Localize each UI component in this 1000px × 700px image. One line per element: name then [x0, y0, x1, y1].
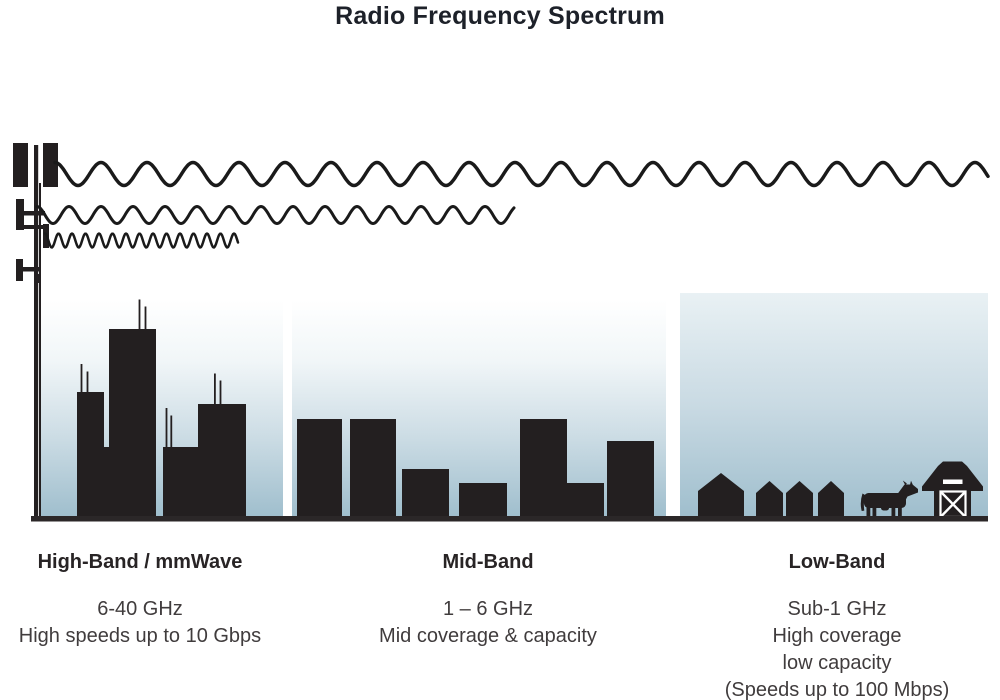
band-detail: Mid coverage & capacity	[379, 625, 597, 647]
rooftop-antenna	[214, 373, 216, 404]
building	[520, 419, 567, 517]
rooftop-antenna	[170, 415, 173, 447]
radio-waves	[35, 160, 990, 249]
high-band-skyline	[77, 299, 246, 517]
tower-crossbar	[16, 267, 40, 272]
tower-crossbar	[23, 225, 45, 229]
mid-band-label: Mid-Band 1 – 6 GHz Mid coverage & capaci…	[363, 550, 613, 650]
building	[297, 419, 342, 517]
band-name: High-Band / mmWave	[37, 551, 243, 573]
building	[109, 329, 156, 517]
building	[350, 419, 396, 517]
building	[567, 483, 604, 517]
building	[607, 441, 654, 517]
cow-icon	[860, 480, 918, 518]
mid-band-skyline	[297, 419, 654, 517]
low-band-label: Low-Band Sub-1 GHz High coverage low cap…	[712, 550, 962, 700]
building	[77, 392, 104, 517]
rooftop-antenna	[144, 306, 147, 329]
tower-pole	[34, 145, 39, 517]
rooftop-antenna	[80, 364, 83, 392]
rooftop-antenna	[219, 380, 222, 404]
barn-icon	[922, 461, 983, 519]
band-frequency: Sub-1 GHz	[787, 598, 887, 620]
building	[402, 469, 449, 517]
short-wavelength-wave-icon	[43, 232, 240, 249]
tower-crossbar	[16, 211, 45, 216]
page-title: Radio Frequency Spectrum	[335, 2, 665, 30]
long-wavelength-wave-icon	[53, 160, 990, 188]
medium-wavelength-wave-icon	[35, 205, 516, 225]
building	[163, 447, 198, 517]
cell-tower-icon	[13, 143, 58, 517]
building	[459, 483, 507, 517]
low-band-rural-scene	[698, 461, 983, 519]
antenna-panel	[13, 143, 28, 187]
band-detail: low capacity	[782, 652, 892, 674]
band-name: Mid-Band	[442, 551, 534, 573]
antenna-panel	[35, 274, 41, 283]
rooftop-antenna	[138, 299, 141, 329]
tower-pole-secondary	[39, 183, 41, 517]
rooftop-antenna	[165, 408, 168, 447]
rooftop-antenna	[86, 371, 89, 392]
house-icon	[698, 473, 744, 517]
house-icon	[756, 481, 783, 517]
building	[198, 404, 246, 517]
band-detail: High speeds up to 10 Gbps	[18, 625, 262, 647]
barn-door-cross	[940, 491, 966, 517]
high-band-label: High-Band / mmWave 6-40 GHz High speeds …	[15, 550, 265, 650]
band-detail: (Speeds up to 100 Mbps)	[724, 679, 950, 700]
band-frequency: 6-40 GHz	[97, 598, 183, 620]
house-icon	[786, 481, 813, 517]
barn-loft-vent	[943, 479, 963, 484]
house-icon	[818, 481, 844, 517]
band-name: Low-Band	[788, 551, 886, 573]
antenna-panel	[43, 143, 58, 187]
band-detail: High coverage	[772, 625, 902, 647]
band-frequency: 1 – 6 GHz	[442, 598, 534, 620]
ground-line	[31, 516, 988, 522]
